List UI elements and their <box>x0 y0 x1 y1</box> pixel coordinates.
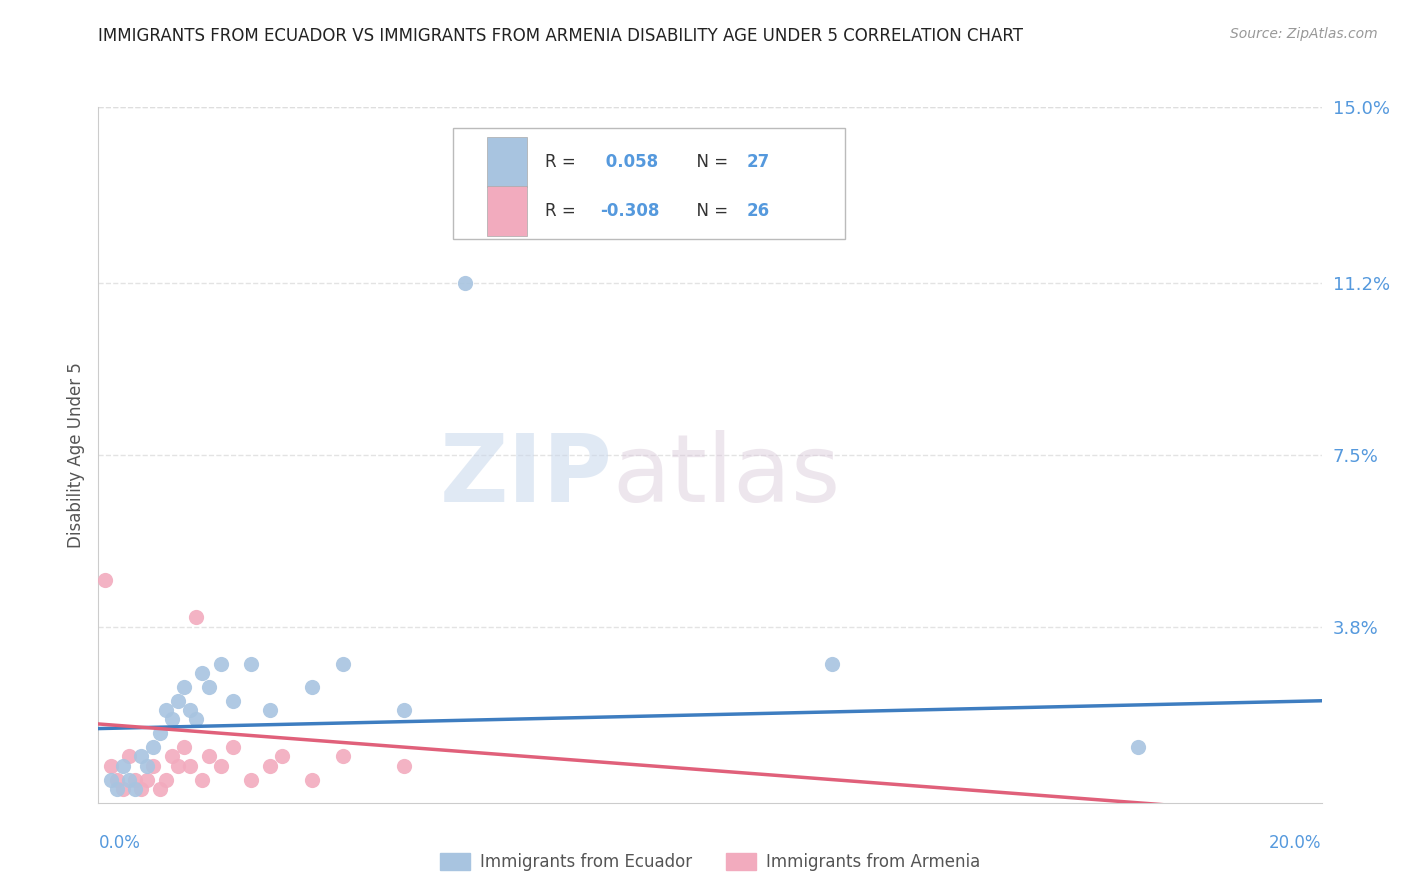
Point <box>124 781 146 796</box>
Point <box>332 749 354 764</box>
Point <box>191 665 214 680</box>
Point <box>454 277 477 291</box>
Point <box>332 657 354 671</box>
Point <box>392 758 416 772</box>
Point <box>160 712 183 726</box>
Text: R =: R = <box>546 153 581 171</box>
Point <box>93 573 115 587</box>
Point <box>155 772 177 787</box>
Point <box>129 749 152 764</box>
Point <box>100 758 122 772</box>
Point <box>392 703 416 717</box>
Point <box>105 781 128 796</box>
Text: R =: R = <box>546 202 581 219</box>
Point <box>118 749 141 764</box>
FancyBboxPatch shape <box>453 128 845 239</box>
Point <box>240 772 263 787</box>
Point <box>149 726 172 740</box>
Y-axis label: Disability Age Under 5: Disability Age Under 5 <box>66 362 84 548</box>
Point <box>186 712 208 726</box>
Text: atlas: atlas <box>612 430 841 522</box>
Point <box>142 740 165 755</box>
Point <box>173 740 195 755</box>
Point <box>270 749 292 764</box>
Point <box>167 694 190 708</box>
Point <box>191 772 214 787</box>
Point <box>209 657 232 671</box>
Point <box>197 680 219 694</box>
Point <box>167 758 190 772</box>
Point <box>222 740 245 755</box>
Point <box>173 680 195 694</box>
Point <box>179 758 201 772</box>
Text: -0.308: -0.308 <box>600 202 659 219</box>
Point <box>155 703 177 717</box>
Point <box>259 703 281 717</box>
Text: Source: ZipAtlas.com: Source: ZipAtlas.com <box>1230 27 1378 41</box>
Text: 20.0%: 20.0% <box>1270 834 1322 852</box>
FancyBboxPatch shape <box>488 186 526 235</box>
Point <box>209 758 232 772</box>
FancyBboxPatch shape <box>488 137 526 187</box>
Text: 27: 27 <box>747 153 770 171</box>
Text: N =: N = <box>686 153 733 171</box>
Point <box>136 758 159 772</box>
Point <box>136 772 159 787</box>
Point <box>222 694 245 708</box>
Point <box>118 772 141 787</box>
Point <box>821 657 844 671</box>
Point <box>105 772 128 787</box>
Legend: Immigrants from Ecuador, Immigrants from Armenia: Immigrants from Ecuador, Immigrants from… <box>433 847 987 878</box>
Point <box>111 758 134 772</box>
Point <box>259 758 281 772</box>
Point <box>301 680 323 694</box>
Point <box>301 772 323 787</box>
Point <box>129 781 152 796</box>
Point <box>240 657 263 671</box>
Point <box>124 772 146 787</box>
Point <box>179 703 201 717</box>
Point <box>160 749 183 764</box>
Text: 0.058: 0.058 <box>600 153 658 171</box>
Point <box>186 610 208 624</box>
Text: 0.0%: 0.0% <box>98 834 141 852</box>
Point <box>100 772 122 787</box>
Point <box>197 749 219 764</box>
Text: N =: N = <box>686 202 733 219</box>
Text: 26: 26 <box>747 202 770 219</box>
Point <box>149 781 172 796</box>
Point <box>1128 740 1150 755</box>
Point <box>142 758 165 772</box>
Text: IMMIGRANTS FROM ECUADOR VS IMMIGRANTS FROM ARMENIA DISABILITY AGE UNDER 5 CORREL: IMMIGRANTS FROM ECUADOR VS IMMIGRANTS FR… <box>98 27 1024 45</box>
Text: ZIP: ZIP <box>439 430 612 522</box>
Point <box>111 781 134 796</box>
